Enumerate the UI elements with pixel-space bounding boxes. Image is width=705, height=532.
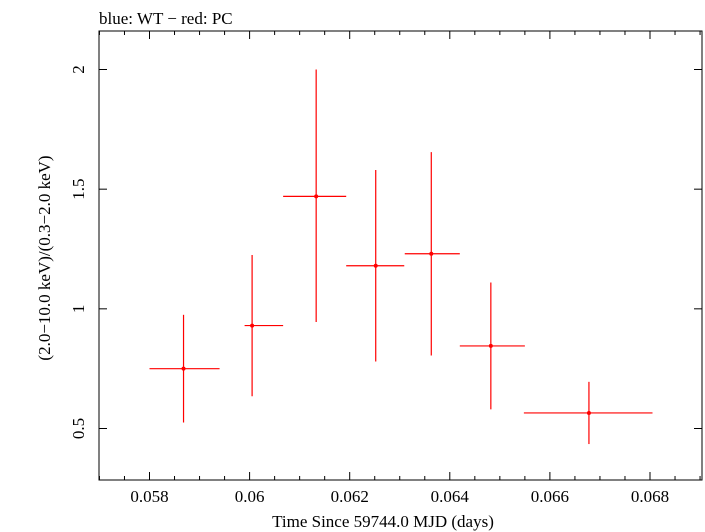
point-marker [250,323,255,328]
point-marker [488,343,493,348]
data-points [149,69,653,445]
x-tick-labels: 0.058 0.06 0.062 0.064 0.066 0.068 [130,487,669,506]
x-tick-label: 0.06 [235,487,265,506]
data-point [346,170,405,362]
x-tick-label: 0.066 [531,487,569,506]
data-point [459,282,525,410]
point-marker [373,263,378,268]
plot-frame [98,30,703,481]
y-tick-label: 2 [69,65,88,74]
point-marker [429,251,434,256]
y-tick-label: 0.5 [69,418,88,439]
x-tick-label: 0.062 [331,487,369,506]
data-point [523,381,653,445]
x-tick-label: 0.064 [431,487,470,506]
point-marker [181,366,186,371]
point-marker [314,194,319,199]
x-tick-label: 0.058 [130,487,168,506]
data-point [283,69,347,322]
y-tick-label: 1.5 [69,179,88,200]
x-axis-label: Time Since 59744.0 MJD (days) [272,512,494,531]
chart-title: blue: WT − red: PC [99,9,233,28]
x-tick-label: 0.068 [631,487,669,506]
axis-ticks [98,31,702,480]
point-marker [586,410,591,415]
data-point [149,314,220,423]
data-point [244,254,284,397]
data-point [404,152,460,356]
y-tick-labels: 0.5 1 1.5 2 [69,65,88,439]
y-axis-label: (2.0−10.0 keV)/(0.3−2.0 keV) [35,155,54,360]
y-tick-label: 1 [69,305,88,314]
